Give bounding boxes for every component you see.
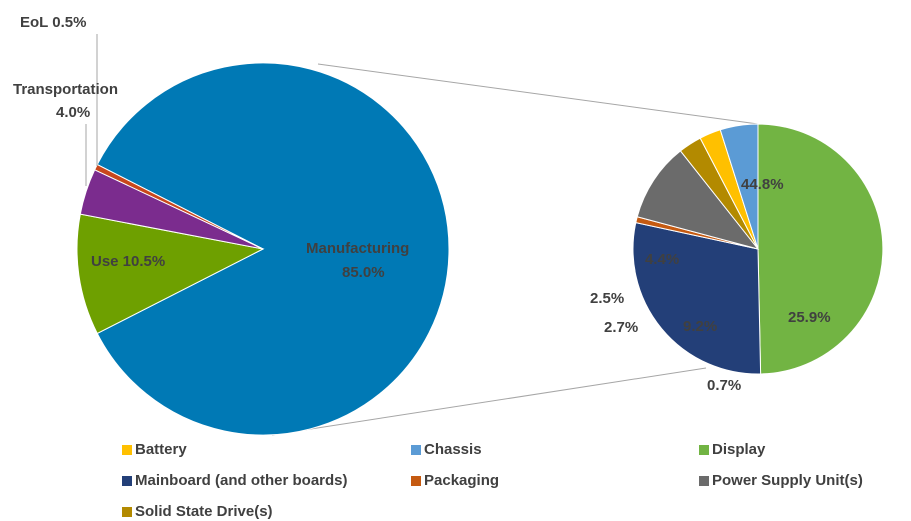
manufacturing-value-label: 85.0% — [342, 264, 385, 281]
packaging-value-label: 0.7% — [707, 377, 741, 394]
psu-value-label: 9.2% — [683, 318, 717, 335]
sub-slice-chassis — [719, 123, 759, 250]
main-pie — [76, 62, 450, 436]
display-value-label: 44.8% — [741, 176, 784, 193]
main-slice-use — [76, 213, 265, 335]
connector-line-top — [317, 63, 759, 125]
chassis-value-label: 4.4% — [645, 251, 679, 268]
sub-slice-display — [757, 123, 884, 375]
main-slice-manufacturing — [96, 62, 450, 436]
battery-value-label: 2.5% — [590, 290, 624, 307]
secondary-pie — [632, 123, 884, 375]
connector-line-bottom — [271, 367, 707, 436]
ssd-value-label: 2.7% — [604, 319, 638, 336]
mainboard-value-label: 25.9% — [788, 309, 831, 326]
eol-label: EoL 0.5% — [20, 14, 86, 31]
sub-slice-mainboard-and-other-boards — [632, 222, 762, 375]
transportation-value-label: 4.0% — [56, 104, 90, 121]
manufacturing-label: Manufacturing — [306, 240, 409, 257]
connector-lines — [271, 63, 759, 436]
transportation-label: Transportation — [13, 81, 118, 98]
sub-slice-power-supply-unit-s — [636, 150, 760, 250]
use-label: Use 10.5% — [91, 253, 165, 270]
